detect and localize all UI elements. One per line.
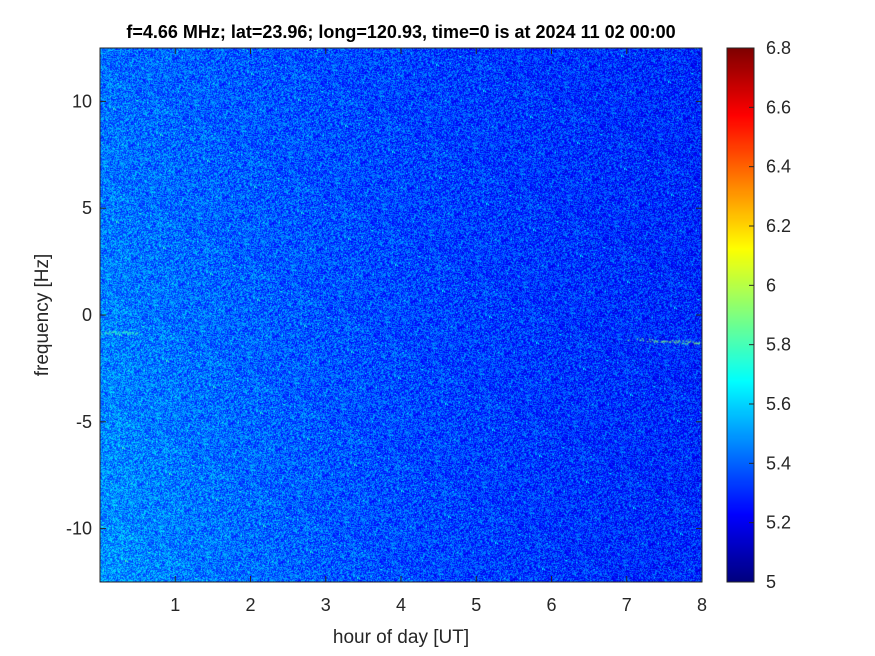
y-axis: 10 5 0 -5 -10 bbox=[66, 91, 702, 539]
y-tick-label: 0 bbox=[82, 305, 92, 325]
x-tick-label: 1 bbox=[170, 595, 180, 615]
colorbar-tick-label: 6.4 bbox=[766, 157, 791, 177]
colorbar-gradient bbox=[727, 48, 754, 582]
y-tick-label: 5 bbox=[82, 198, 92, 218]
colorbar-tick-label: 5 bbox=[766, 572, 776, 592]
colorbar-tick-label: 5.6 bbox=[766, 394, 791, 414]
y-tick-label: 10 bbox=[72, 91, 92, 111]
colorbar-tick-label: 5.8 bbox=[766, 335, 791, 355]
x-tick-label: 4 bbox=[396, 595, 406, 615]
colorbar-axis: 6.8 6.6 6.4 6.2 6 5.8 5.6 5.4 5.2 5 bbox=[749, 38, 791, 592]
x-tick-label: 5 bbox=[471, 595, 481, 615]
colorbar-tick-label: 6 bbox=[766, 275, 776, 295]
x-axis: 1 2 3 4 5 6 7 8 bbox=[170, 48, 707, 615]
plot-frame bbox=[99, 47, 703, 583]
colorbar-tick-label: 6.8 bbox=[766, 38, 791, 58]
y-tick-label: -10 bbox=[66, 519, 92, 539]
colorbar-tick-label: 6.6 bbox=[766, 97, 791, 117]
x-tick-label: 8 bbox=[697, 595, 707, 615]
colorbar-tick-label: 5.4 bbox=[766, 453, 791, 473]
spectrogram-image bbox=[100, 48, 702, 582]
y-axis-label: frequency [Hz] bbox=[32, 254, 53, 377]
x-tick-label: 6 bbox=[546, 595, 556, 615]
y-tick-label: -5 bbox=[76, 412, 92, 432]
colorbar-frame bbox=[726, 47, 755, 583]
colorbar-tick-label: 5.2 bbox=[766, 513, 791, 533]
x-axis-label: hour of day [UT] bbox=[333, 627, 469, 648]
colorbar-tick-label: 6.2 bbox=[766, 216, 791, 236]
x-tick-label: 3 bbox=[321, 595, 331, 615]
x-tick-label: 7 bbox=[622, 595, 632, 615]
chart-title: f=4.66 MHz; lat=23.96; long=120.93, time… bbox=[126, 22, 675, 42]
x-tick-label: 2 bbox=[245, 595, 255, 615]
